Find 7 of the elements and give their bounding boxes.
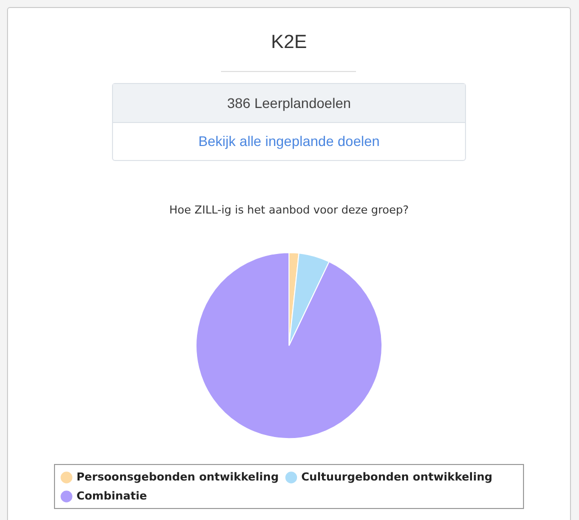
text: K2E xyxy=(270,32,308,54)
legend-label: Persoonsgebonden ontwikkeling xyxy=(76,470,279,484)
chart-title: Hoe ZILL-ig is het aanbod voor deze groep? xyxy=(169,203,409,216)
legend-label: Cultuurgebonden ontwikkeling xyxy=(301,470,492,484)
legend-label: Combinatie xyxy=(76,489,147,502)
text: Bekijk alle ingeplande doelen xyxy=(197,132,381,151)
text: 386 Leerplandoelen xyxy=(113,84,465,123)
